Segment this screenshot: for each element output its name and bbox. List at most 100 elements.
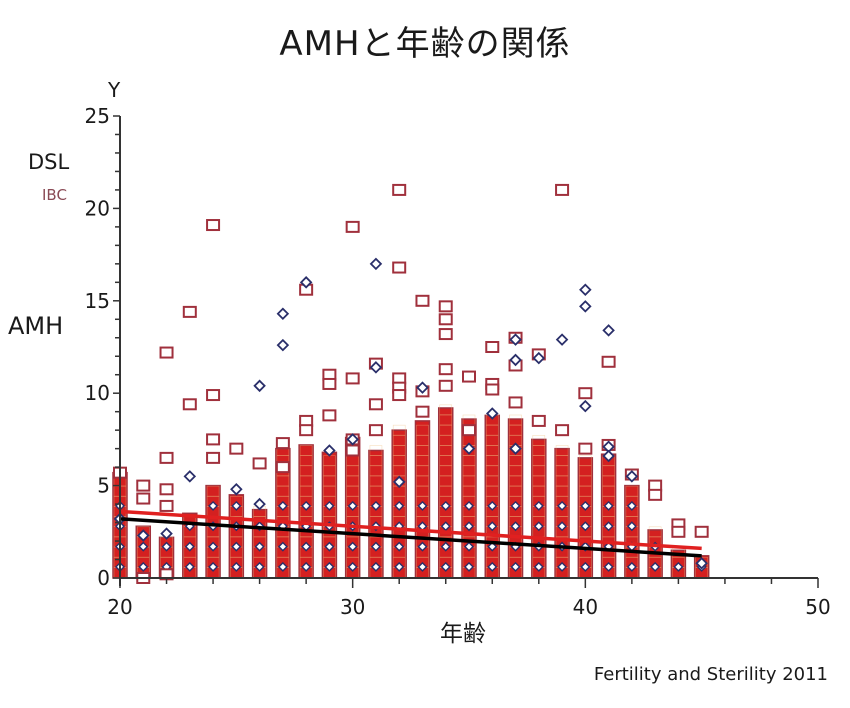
dsl-marker bbox=[161, 541, 172, 552]
dsl-marker bbox=[276, 338, 290, 352]
dsl-marker bbox=[231, 541, 242, 552]
data-column bbox=[368, 449, 384, 579]
dsl-marker bbox=[626, 561, 637, 572]
y-tick-label: 10 bbox=[85, 381, 110, 405]
dsl-marker bbox=[555, 333, 569, 346]
dsl-marker bbox=[580, 500, 591, 511]
dsl-marker bbox=[253, 379, 266, 393]
dsl-marker bbox=[695, 556, 708, 570]
y-axis-symbol: Y bbox=[108, 78, 121, 102]
dsl-marker bbox=[299, 276, 313, 289]
dsl-marker bbox=[625, 470, 639, 483]
dsl-marker bbox=[394, 561, 405, 572]
ibc-marker bbox=[462, 370, 476, 383]
dsl-marker bbox=[626, 500, 637, 511]
dsl-marker bbox=[603, 521, 614, 532]
dsl-marker bbox=[509, 442, 522, 455]
dsl-marker bbox=[324, 561, 335, 572]
x-tick-label: 20 bbox=[107, 595, 132, 619]
dsl-marker bbox=[417, 541, 428, 552]
ibc-marker bbox=[485, 383, 500, 396]
ibc-marker bbox=[485, 341, 500, 353]
ibc-marker bbox=[555, 424, 570, 437]
dsl-marker bbox=[208, 500, 219, 511]
dsl-marker bbox=[557, 500, 568, 511]
dsl-marker bbox=[184, 561, 195, 572]
dsl-marker bbox=[230, 483, 243, 496]
y-tick-label: 15 bbox=[85, 289, 110, 313]
data-column bbox=[414, 420, 431, 579]
ibc-marker bbox=[206, 451, 221, 464]
ibc-marker bbox=[206, 389, 221, 402]
dsl-marker bbox=[440, 541, 451, 552]
y-tick-label: 5 bbox=[97, 474, 110, 498]
ibc-marker bbox=[322, 377, 337, 390]
dsl-marker bbox=[347, 500, 358, 511]
regression-line-ibc bbox=[119, 509, 702, 551]
dsl-marker bbox=[464, 561, 474, 572]
dsl-marker bbox=[347, 561, 358, 572]
ibc-marker bbox=[136, 492, 151, 505]
ibc-marker bbox=[438, 379, 453, 392]
dsl-marker bbox=[603, 561, 614, 572]
y-tick-label: 20 bbox=[85, 196, 110, 220]
dsl-marker bbox=[533, 500, 544, 511]
ibc-marker bbox=[368, 398, 383, 411]
dsl-marker bbox=[183, 470, 197, 483]
dsl-marker bbox=[136, 529, 150, 542]
dsl-marker bbox=[394, 541, 405, 552]
y-tick-label: 0 bbox=[97, 566, 110, 590]
ibc-marker bbox=[578, 387, 593, 400]
ibc-marker bbox=[671, 525, 686, 538]
dsl-marker bbox=[602, 449, 615, 463]
ibc-marker bbox=[531, 414, 546, 427]
dsl-marker bbox=[464, 500, 474, 511]
legend-dsl: DSL bbox=[28, 150, 70, 174]
x-axis-label: 年齢 bbox=[440, 621, 486, 647]
dsl-marker bbox=[626, 521, 637, 532]
dsl-marker bbox=[673, 561, 684, 572]
ibc-marker bbox=[159, 346, 174, 359]
chart-title: AMHと年齢の関係 bbox=[279, 24, 571, 64]
x-tick-label: 30 bbox=[340, 595, 365, 619]
ibc-marker bbox=[136, 479, 151, 492]
ibc-marker bbox=[182, 305, 197, 318]
dsl-marker bbox=[580, 561, 591, 572]
dsl-marker bbox=[392, 475, 406, 489]
dsl-marker bbox=[509, 333, 522, 346]
data-column bbox=[321, 451, 338, 579]
data-column bbox=[554, 447, 570, 579]
dsl-marker bbox=[277, 500, 288, 511]
dsl-marker bbox=[509, 353, 522, 367]
ibc-marker bbox=[206, 219, 221, 232]
dsl-marker bbox=[277, 541, 288, 552]
x-tick-label: 50 bbox=[805, 595, 830, 619]
y-tick-label: 25 bbox=[85, 104, 110, 128]
dsl-marker bbox=[346, 433, 359, 446]
ibc-marker bbox=[159, 499, 174, 512]
dsl-marker bbox=[532, 351, 546, 365]
ibc-marker bbox=[159, 483, 174, 496]
ibc-marker bbox=[438, 363, 453, 376]
ibc-marker bbox=[392, 389, 407, 402]
dsl-marker bbox=[602, 324, 615, 337]
data-column bbox=[298, 444, 314, 579]
ibc-marker bbox=[345, 444, 360, 457]
dsl-marker bbox=[416, 381, 429, 394]
dsl-marker bbox=[253, 497, 266, 511]
ibc-marker bbox=[206, 433, 221, 446]
ibc-marker bbox=[601, 355, 616, 368]
ibc-marker bbox=[322, 409, 337, 422]
dsl-marker bbox=[462, 442, 476, 455]
dsl-marker bbox=[160, 527, 173, 540]
dsl-marker bbox=[510, 561, 521, 572]
dsl-marker bbox=[440, 500, 451, 511]
ibc-marker bbox=[462, 424, 476, 437]
ibc-marker bbox=[368, 424, 383, 437]
ibc-marker bbox=[415, 405, 430, 418]
dsl-marker bbox=[208, 561, 219, 572]
dsl-marker bbox=[369, 361, 383, 374]
dsl-marker bbox=[580, 521, 591, 532]
source-citation: Fertility and Sterility 2011 bbox=[593, 664, 828, 685]
